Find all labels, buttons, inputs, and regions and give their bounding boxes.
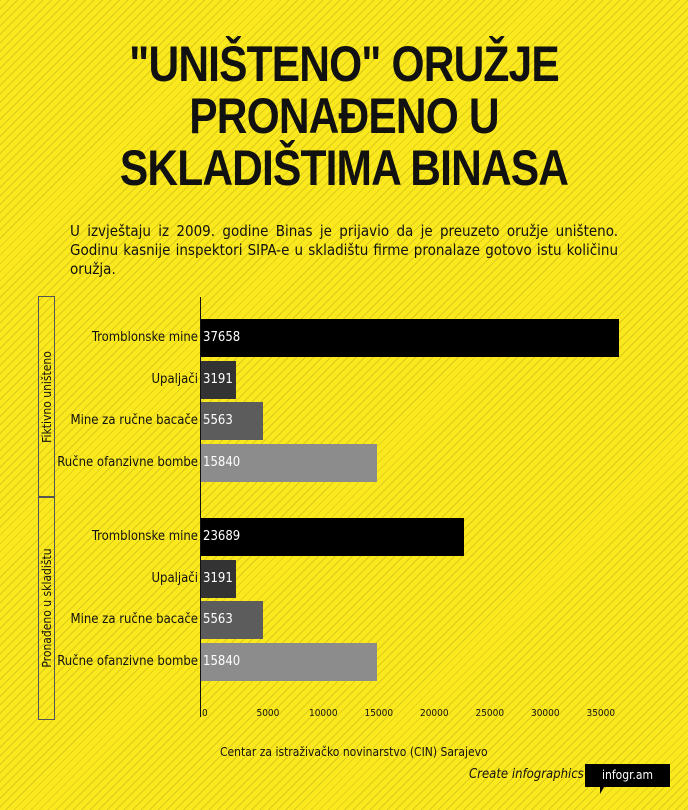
group-label: Pronađeno u skladištu [39, 548, 54, 668]
data-label: 5563 [203, 612, 233, 627]
group-box-fiktivno: Fiktivno uništeno [38, 296, 55, 498]
category-label: Upaljači [151, 372, 198, 387]
bar [201, 444, 377, 482]
x-tick-label: 5000 [256, 708, 280, 719]
bar [201, 643, 377, 681]
x-tick-label: 30000 [530, 708, 560, 719]
infogram-logo[interactable]: infogr.am [585, 764, 670, 794]
subtitle: U izvještaju iz 2009. godine Binas je pr… [70, 222, 618, 278]
category-label: Tromblonske mine [91, 330, 198, 345]
page-title: "UNIŠTENO" ORUŽJE PRONAĐENO U SKLADIŠTIM… [52, 38, 637, 194]
data-label: 23689 [203, 529, 241, 544]
title-line: SKLADIŠTIMA BINASA [119, 140, 569, 196]
bar [201, 601, 263, 639]
category-label: Upaljači [151, 571, 198, 586]
category-label: Mine za ručne bacače [70, 413, 198, 428]
source-note: Centar za istraživačko novinarstvo (CIN)… [220, 745, 488, 759]
x-tick-label: 15000 [364, 708, 394, 719]
category-label: Tromblonske mine [91, 529, 198, 544]
bar [201, 402, 263, 440]
data-label: 15840 [203, 654, 241, 669]
category-label: Ručne ofanzivne bombe [57, 455, 198, 470]
bar [201, 518, 464, 556]
create-infographics-link[interactable]: Create infographics [469, 767, 584, 782]
group-box-pronadjeno: Pronađeno u skladištu [38, 496, 55, 720]
bar [201, 361, 236, 399]
x-tick-label: 25000 [475, 708, 505, 719]
category-label: Mine za ručne bacače [70, 612, 198, 627]
bar [201, 319, 619, 357]
x-tick-label: 35000 [586, 708, 616, 719]
title-line: "UNIŠTENO" ORUŽJE [129, 36, 559, 92]
bar [201, 560, 236, 598]
data-label: 15840 [203, 455, 241, 470]
y-axis-line [200, 297, 201, 717]
data-label: 3191 [203, 372, 233, 387]
group-label: Fiktivno uništeno [39, 351, 54, 443]
category-label: Ručne ofanzivne bombe [57, 654, 198, 669]
x-tick-label: 10000 [308, 708, 338, 719]
x-tick-label: 0 [202, 708, 208, 719]
x-tick-label: 20000 [419, 708, 449, 719]
data-label: 3191 [203, 571, 233, 586]
title-line: PRONAĐENO U [189, 88, 499, 144]
data-label: 37658 [203, 330, 241, 345]
data-label: 5563 [203, 413, 233, 428]
